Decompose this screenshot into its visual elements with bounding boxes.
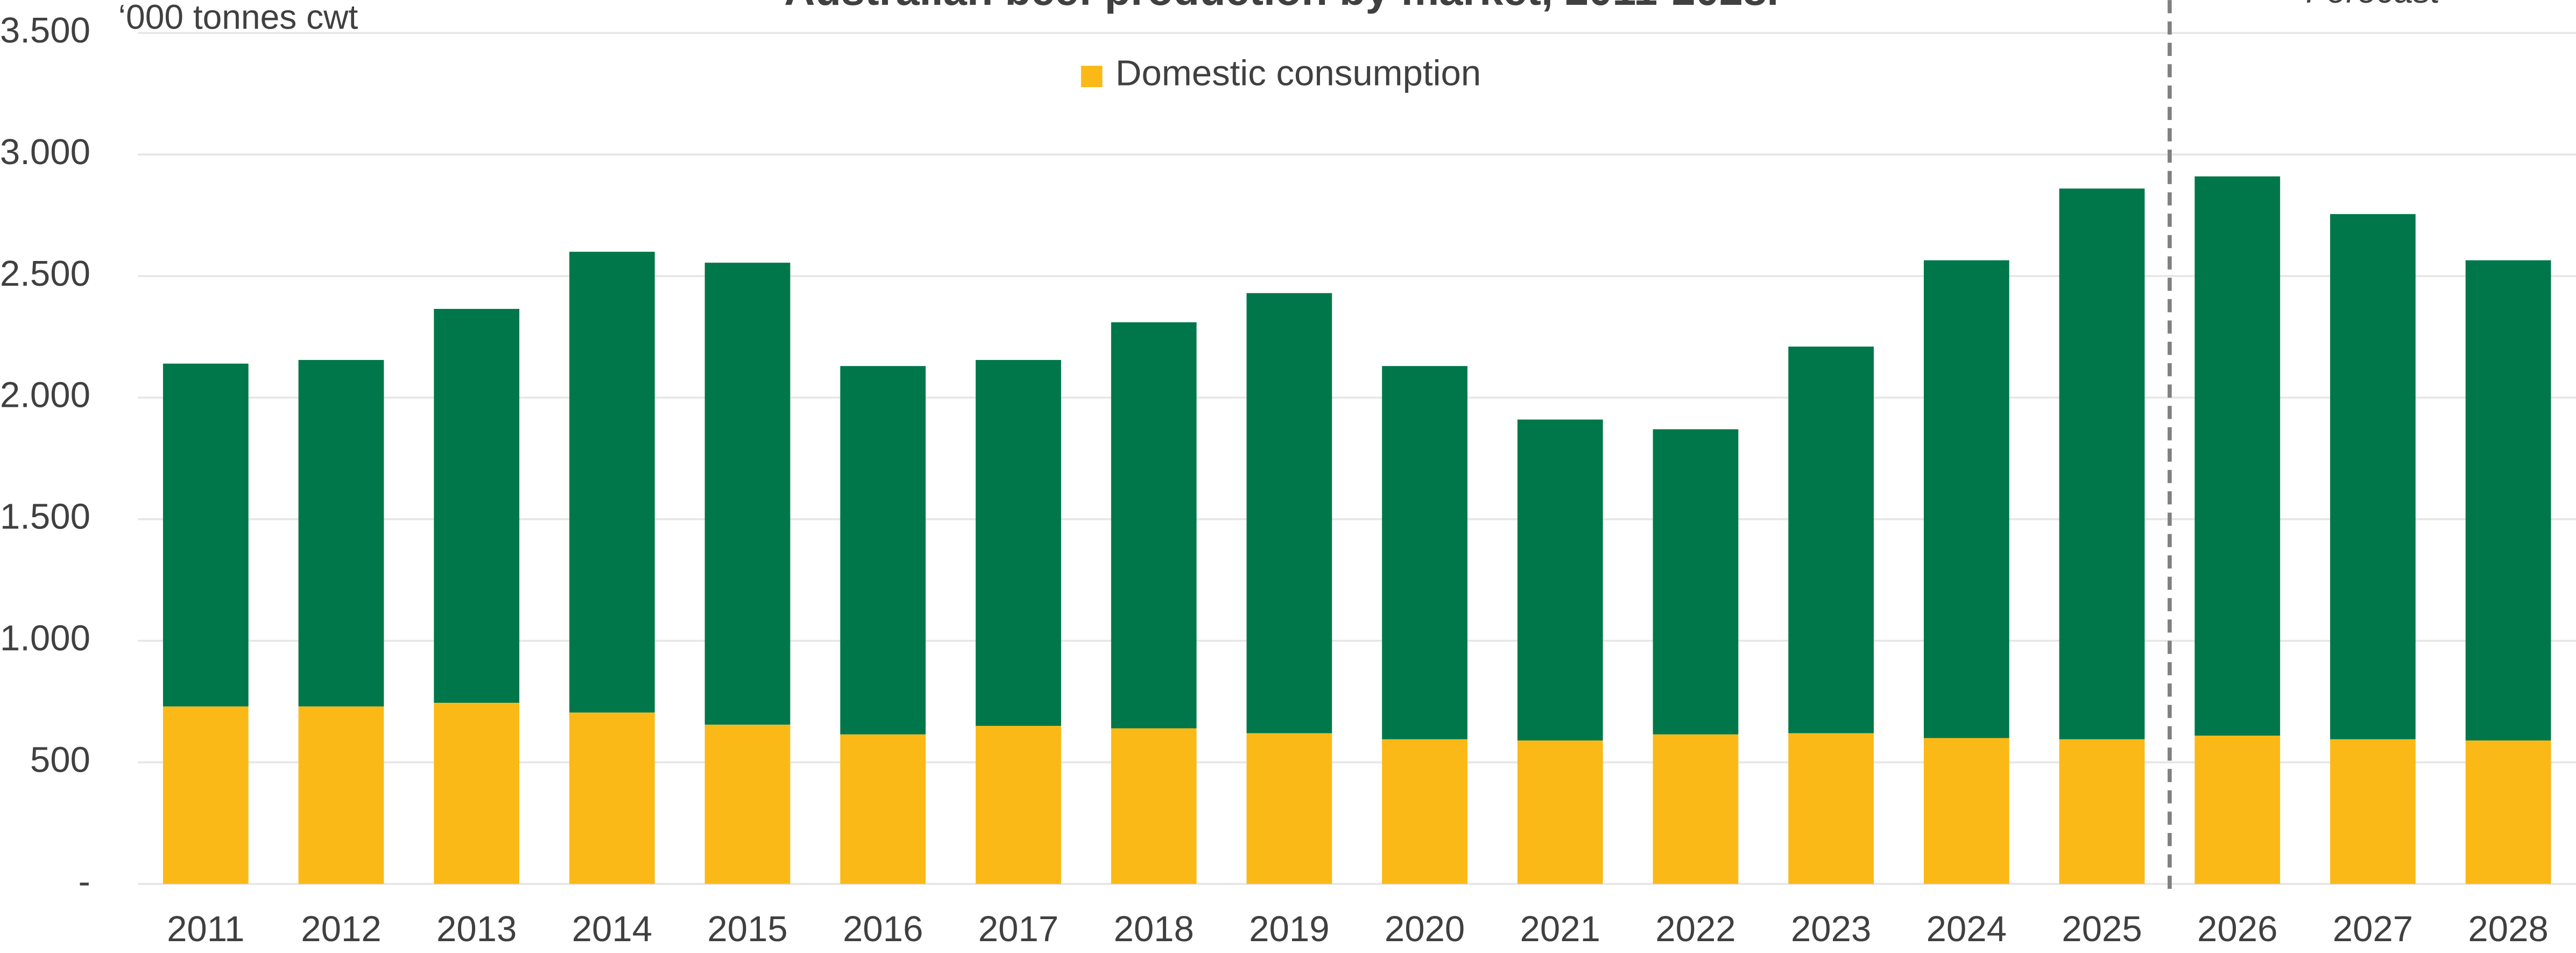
bar-segment — [1382, 366, 1467, 739]
bar-segment — [434, 309, 520, 703]
x-tick-label: 2027 — [2333, 909, 2413, 949]
bar-segment — [298, 706, 384, 884]
chart-title: Australian beef production by market, 20… — [784, 0, 1779, 14]
bar-segment — [1517, 419, 1603, 741]
bar-segment — [1382, 739, 1467, 884]
bar-segment — [2059, 739, 2145, 884]
y-tick-label: 1.500 — [0, 497, 90, 537]
bar-segment — [1111, 322, 1197, 729]
legend-label: Domestic consumption — [1116, 53, 1481, 93]
x-tick-label: 2025 — [2062, 909, 2142, 949]
bar-segment — [976, 359, 1061, 726]
bar-segment — [1788, 733, 1874, 884]
bar-segment — [1923, 260, 2009, 738]
bar-segment — [2194, 736, 2281, 884]
bar-segment — [1246, 293, 1332, 733]
bar-segment — [2194, 176, 2281, 736]
x-tick-label: 2015 — [707, 909, 787, 949]
x-tick-label: 2026 — [2197, 909, 2277, 949]
x-tick-label: 2022 — [1655, 909, 1735, 949]
x-tick-label: 2016 — [843, 909, 923, 949]
x-tick-label: 2023 — [1791, 909, 1871, 949]
bar-segment — [1111, 728, 1197, 884]
x-tick-label: 2018 — [1113, 909, 1194, 949]
y-tick-label: 3.500 — [0, 10, 90, 51]
bar-segment — [840, 734, 926, 884]
x-tick-label: 2024 — [1926, 909, 2007, 949]
bar-segment — [2465, 260, 2551, 741]
y-axis-label: ‘000 tonnes cwt — [118, 0, 358, 37]
bar-segment — [976, 725, 1061, 884]
forecast-label: Forecast — [2306, 0, 2442, 10]
y-tick-label: 500 — [30, 739, 90, 780]
bar-segment — [1653, 429, 1739, 735]
bar-segment — [1246, 733, 1332, 884]
bar-segment — [2330, 739, 2416, 884]
x-tick-label: 2028 — [2468, 909, 2548, 949]
x-tick-label: 2014 — [572, 909, 652, 949]
x-tick-label: 2020 — [1385, 909, 1465, 949]
x-tick-label: 2012 — [301, 909, 381, 949]
y-tick-label: 1.000 — [0, 618, 90, 659]
bar-segment — [1517, 740, 1603, 884]
bar-segment — [704, 724, 791, 884]
bar-segment — [840, 366, 926, 735]
bar-segment — [569, 712, 655, 884]
x-tick-label: 2017 — [978, 909, 1058, 949]
bar-segment — [163, 706, 249, 884]
bar-segment — [2330, 214, 2416, 739]
bar-segment — [434, 703, 520, 884]
bar-segment — [1653, 734, 1739, 884]
bar-segment — [2465, 740, 2551, 884]
bar-segment — [2059, 188, 2145, 739]
y-tick-label: 2.000 — [0, 375, 90, 415]
bar-segment — [1788, 347, 1874, 733]
bar-segment — [298, 359, 384, 707]
bar-segment — [704, 263, 791, 725]
x-tick-label: 2013 — [436, 909, 517, 949]
bar-segment — [569, 251, 655, 713]
legend-swatch — [1081, 66, 1103, 87]
y-tick-label: 2.500 — [0, 253, 90, 294]
y-tick-label: 3.000 — [0, 132, 90, 172]
x-tick-label: 2011 — [167, 909, 244, 949]
bar-segment — [163, 363, 249, 707]
x-tick-label: 2021 — [1520, 909, 1600, 949]
y-tick-label: - — [79, 861, 90, 901]
bar-segment — [1923, 738, 2009, 884]
x-tick-label: 2019 — [1249, 909, 1329, 949]
